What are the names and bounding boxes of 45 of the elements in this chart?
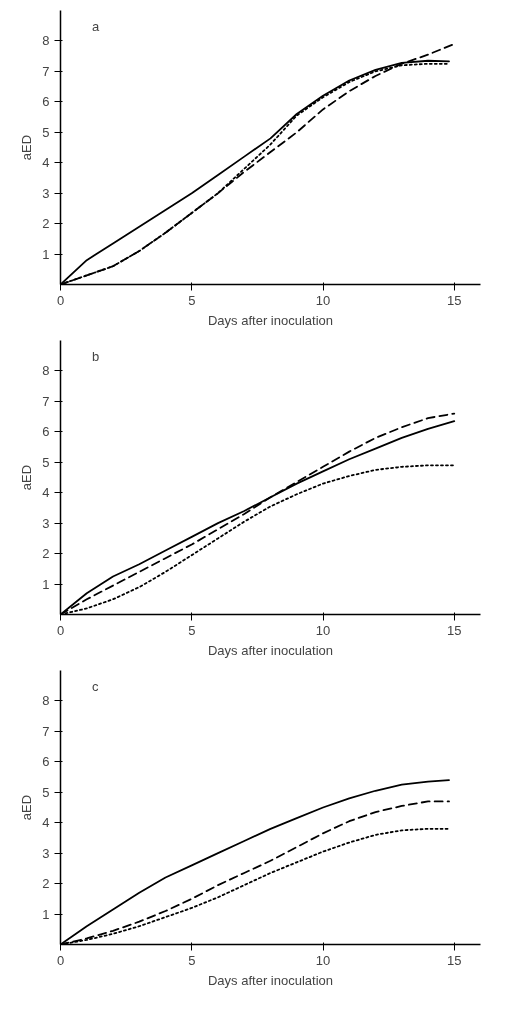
x-tick-label: 0 [56,952,65,968]
x-axis-title: Days after inoculation [207,312,334,328]
x-tick-label: 15 [447,952,462,968]
y-tick-label: 7 [42,63,50,79]
y-axis-title: aED [19,794,35,821]
y-tick-label: 1 [42,576,50,592]
x-tick-label: 5 [188,952,196,968]
y-tick-label: 6 [42,424,50,440]
y-tick-label: 4 [42,155,50,171]
x-tick-label: 10 [315,292,331,308]
y-tick-label: 5 [42,784,50,800]
y-tick-label: 8 [42,693,50,709]
y-tick-label: 4 [42,485,50,501]
y-tick-label: 6 [42,94,50,110]
y-tick-label: 5 [42,124,50,140]
x-tick-label: 5 [188,292,196,308]
y-tick-label: 2 [42,546,50,562]
y-tick-label: 8 [42,33,50,49]
x-tick-label: 15 [447,292,462,308]
y-tick-label: 5 [42,454,50,470]
y-tick-label: 2 [42,876,50,892]
text: b [92,348,100,364]
y-tick-label: 2 [42,216,50,232]
x-tick-label: 0 [56,622,65,638]
y-tick-label: 4 [42,815,50,831]
y-tick-label: 1 [42,246,50,262]
y-tick-label: 1 [42,906,50,922]
x-axis-title: Days after inoculation [207,972,334,988]
y-tick-label: 3 [42,845,50,861]
text: a [92,18,100,34]
y-tick-label: 3 [42,185,50,201]
x-tick-label: 10 [315,952,331,968]
x-tick-label: 10 [315,622,331,638]
y-tick-label: 3 [42,515,50,531]
x-axis-title: Days after inoculation [207,642,334,658]
x-tick-label: 5 [188,622,196,638]
x-tick-label: 0 [56,292,65,308]
y-axis-title: aED [19,464,35,491]
x-tick-label: 15 [447,622,462,638]
y-tick-label: 7 [42,723,50,739]
y-tick-label: 6 [42,754,50,770]
y-axis-title: aED [19,134,35,161]
y-tick-label: 7 [42,393,50,409]
text: c [92,678,99,694]
y-tick-label: 8 [42,363,50,379]
